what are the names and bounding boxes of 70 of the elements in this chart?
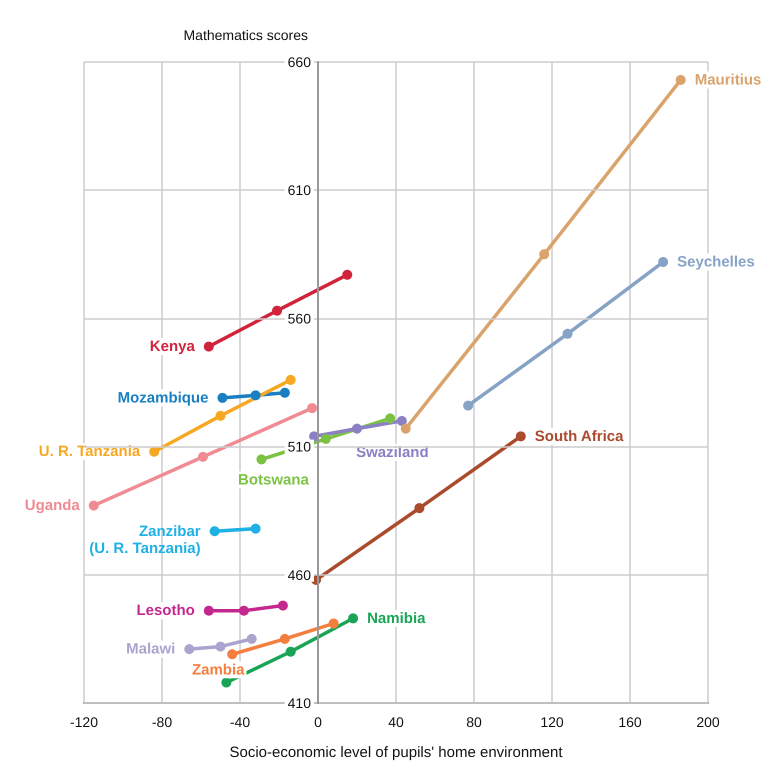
point: [400, 424, 411, 434]
series-label: Zanzibar (U. R. Tanzania): [89, 523, 201, 558]
point: [250, 524, 261, 534]
point: [396, 416, 407, 426]
x-tick-label: -40: [230, 714, 250, 730]
series-label: Malawi: [126, 640, 176, 658]
point: [676, 74, 686, 85]
x-tick-label: 0: [314, 714, 322, 730]
series-label: Mauritius: [694, 71, 762, 88]
point: [198, 452, 208, 462]
series-label: Seychelles: [677, 253, 755, 270]
point: [352, 424, 362, 434]
point: [149, 446, 160, 457]
series-label: U. R. Tanzania: [38, 443, 141, 460]
point: [320, 434, 331, 444]
point: [385, 413, 396, 424]
point: [250, 390, 261, 400]
series-label: Botswana: [238, 471, 310, 488]
y-tick-label: 410: [288, 695, 312, 711]
point: [210, 526, 220, 536]
x-tick-label: -120: [70, 714, 98, 730]
point: [216, 410, 226, 421]
x-tick-label: 120: [540, 714, 564, 730]
x-tick-label: 160: [618, 714, 642, 730]
point: [246, 634, 257, 644]
x-tick-label: 200: [696, 714, 720, 730]
point: [278, 600, 288, 611]
point: [328, 618, 339, 629]
point: [539, 249, 550, 260]
point: [256, 454, 266, 464]
point: [348, 613, 358, 624]
point: [342, 270, 352, 280]
point: [280, 634, 290, 644]
point: [216, 642, 226, 652]
point: [184, 644, 194, 654]
point: [272, 306, 282, 316]
x-tick-label: -80: [152, 714, 172, 730]
point: [307, 403, 318, 414]
y-tick-label: 560: [288, 310, 312, 326]
point: [286, 374, 296, 385]
point: [217, 392, 228, 403]
point: [88, 500, 99, 511]
y-tick-label: 660: [288, 54, 312, 70]
x-tick-label: 40: [388, 714, 404, 730]
point: [463, 400, 474, 411]
point: [562, 328, 573, 339]
point: [286, 646, 296, 657]
series-label: Namibia: [367, 610, 426, 627]
x-tick-label: 80: [466, 714, 482, 730]
point: [204, 342, 214, 352]
series-label: Zambia: [192, 661, 246, 678]
y-tick-label: 610: [288, 182, 312, 198]
point: [658, 256, 668, 267]
series-label: Mozambique: [118, 389, 208, 406]
point: [280, 388, 290, 398]
series-label: Swaziland: [356, 444, 429, 461]
point: [221, 677, 232, 688]
point: [516, 431, 526, 442]
series-label: Kenya: [150, 338, 196, 356]
point: [238, 606, 249, 616]
x-axis-title: Socio-economic level of pupils' home environment: [229, 744, 564, 761]
series-label: South Africa: [534, 428, 624, 445]
point: [414, 503, 424, 514]
y-tick-label: 460: [288, 566, 312, 583]
y-tick-label: 510: [288, 438, 312, 455]
series-label: Lesotho: [136, 602, 195, 620]
series-label: Uganda: [24, 497, 80, 514]
point: [204, 606, 214, 616]
point: [227, 649, 238, 660]
y-axis-title: Mathematics scores: [184, 27, 308, 43]
